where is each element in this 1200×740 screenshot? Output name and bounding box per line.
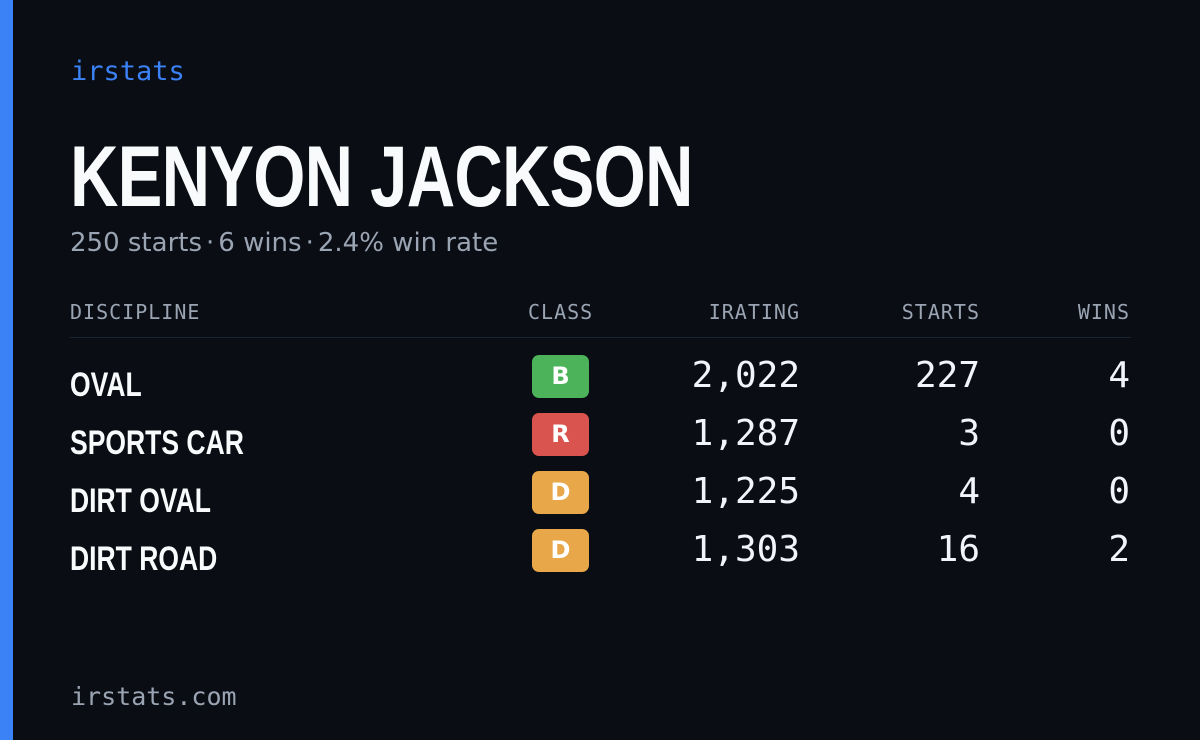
wins-value: 0: [1108, 471, 1130, 512]
starts-value: 4: [958, 471, 980, 512]
header-wins: WINS: [1077, 300, 1130, 324]
license-class-badge: D: [532, 471, 589, 514]
irating-value: 1,225: [691, 471, 800, 512]
starts-value: 3: [958, 413, 980, 454]
license-class-badge: B: [532, 355, 589, 398]
discipline-name: OVAL: [70, 366, 142, 404]
header-irating: IRATING: [708, 300, 800, 324]
discipline-name: SPORTS CAR: [70, 424, 244, 462]
wins-value: 2: [1108, 529, 1130, 570]
win-rate: 2.4% win rate: [317, 228, 499, 258]
wins-value: 4: [1108, 355, 1130, 396]
header-discipline: DISCIPLINE: [70, 300, 201, 324]
license-class-badge: D: [532, 529, 589, 572]
separator: ·: [206, 228, 215, 258]
driver-summary: 250 starts · 6 wins · 2.4% win rate: [70, 228, 498, 258]
accent-bar: [0, 0, 13, 740]
total-starts: 250 starts: [70, 228, 202, 258]
separator: ·: [305, 228, 314, 258]
discipline-name: DIRT OVAL: [70, 482, 211, 520]
total-wins: 6 wins: [218, 228, 302, 258]
license-class-badge: R: [532, 413, 589, 456]
header-starts: STARTS: [901, 300, 980, 324]
discipline-name: DIRT ROAD: [70, 540, 218, 578]
driver-name: KENYON JACKSON: [70, 129, 693, 225]
table-row: DIRT ROAD D 1,303 16 2: [70, 512, 1131, 576]
table-row: SPORTS CAR R 1,287 3 0: [70, 396, 1131, 460]
irating-value: 1,287: [691, 413, 800, 454]
header-class: CLASS: [528, 300, 594, 324]
starts-value: 16: [936, 529, 980, 570]
irating-value: 2,022: [691, 355, 800, 396]
license-table: DISCIPLINE CLASS IRATING STARTS WINS OVA…: [70, 300, 1131, 576]
brand-logo: irstats: [71, 56, 185, 87]
table-row: OVAL B 2,022 227 4: [70, 338, 1131, 402]
table-row: DIRT OVAL D 1,225 4 0: [70, 454, 1131, 518]
starts-value: 227: [914, 355, 980, 396]
irating-value: 1,303: [691, 529, 800, 570]
footer-url: irstats.com: [71, 682, 237, 711]
wins-value: 0: [1108, 413, 1130, 454]
table-header: DISCIPLINE CLASS IRATING STARTS WINS: [70, 300, 1131, 338]
